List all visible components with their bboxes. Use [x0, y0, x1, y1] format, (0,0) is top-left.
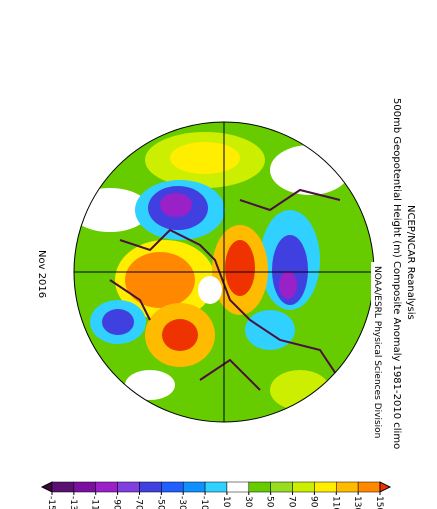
colorbar-label: 130 [352, 496, 362, 509]
colorbar-label: -10 [199, 496, 209, 509]
colorbar-label: -30 [177, 496, 187, 509]
colorbar-cell [117, 481, 140, 493]
colorbar-cell [51, 481, 75, 493]
colorbar-label: 150 [374, 496, 384, 509]
colorbar: -150 -130 -110 -90 -70 -50 -30 -10 10 30 50 70 90 110… [40, 481, 392, 509]
colorbar-label: 70 [287, 496, 297, 508]
colorbar-label: 10 [221, 496, 231, 508]
colorbar-label: -150 [46, 496, 56, 509]
colorbar-label: 30 [243, 496, 253, 508]
colorbar-arrow [379, 481, 392, 493]
source: NCEP/NCAR Reanalysis [405, 205, 416, 320]
colorbar-label: 50 [265, 496, 275, 508]
colorbar-cell [270, 481, 293, 493]
colorbar-cell [161, 481, 184, 493]
colorbar-cell [336, 481, 359, 493]
colorbar-arrow [40, 481, 53, 493]
colorbar-label: -110 [90, 496, 100, 509]
colorbar-cell [248, 481, 271, 493]
colorbar-cell [292, 481, 315, 493]
colorbar-cell [95, 481, 118, 493]
colorbar-cell [182, 481, 206, 493]
title: 500mb Geopotential Height (m) Composite … [391, 98, 402, 449]
colorbar-label: 110 [330, 496, 340, 509]
credit-box [371, 262, 386, 432]
colorbar-cell [226, 481, 250, 493]
colorbar-label: -130 [68, 496, 78, 509]
credit: NOAA/ESRL Physical Sciences Division [372, 266, 382, 438]
colorbar-label: -70 [133, 496, 143, 509]
colorbar-cell [139, 481, 162, 493]
map [74, 122, 374, 422]
colorbar-label: -50 [155, 496, 165, 509]
colorbar-label: -90 [112, 496, 122, 509]
colorbar-cell [314, 481, 337, 493]
colorbar-cell [204, 481, 228, 493]
date: Nov 2016 [36, 250, 47, 298]
colorbar-cell [73, 481, 96, 493]
colorbar-label: 90 [308, 496, 318, 508]
colorbar-cell [357, 481, 381, 493]
